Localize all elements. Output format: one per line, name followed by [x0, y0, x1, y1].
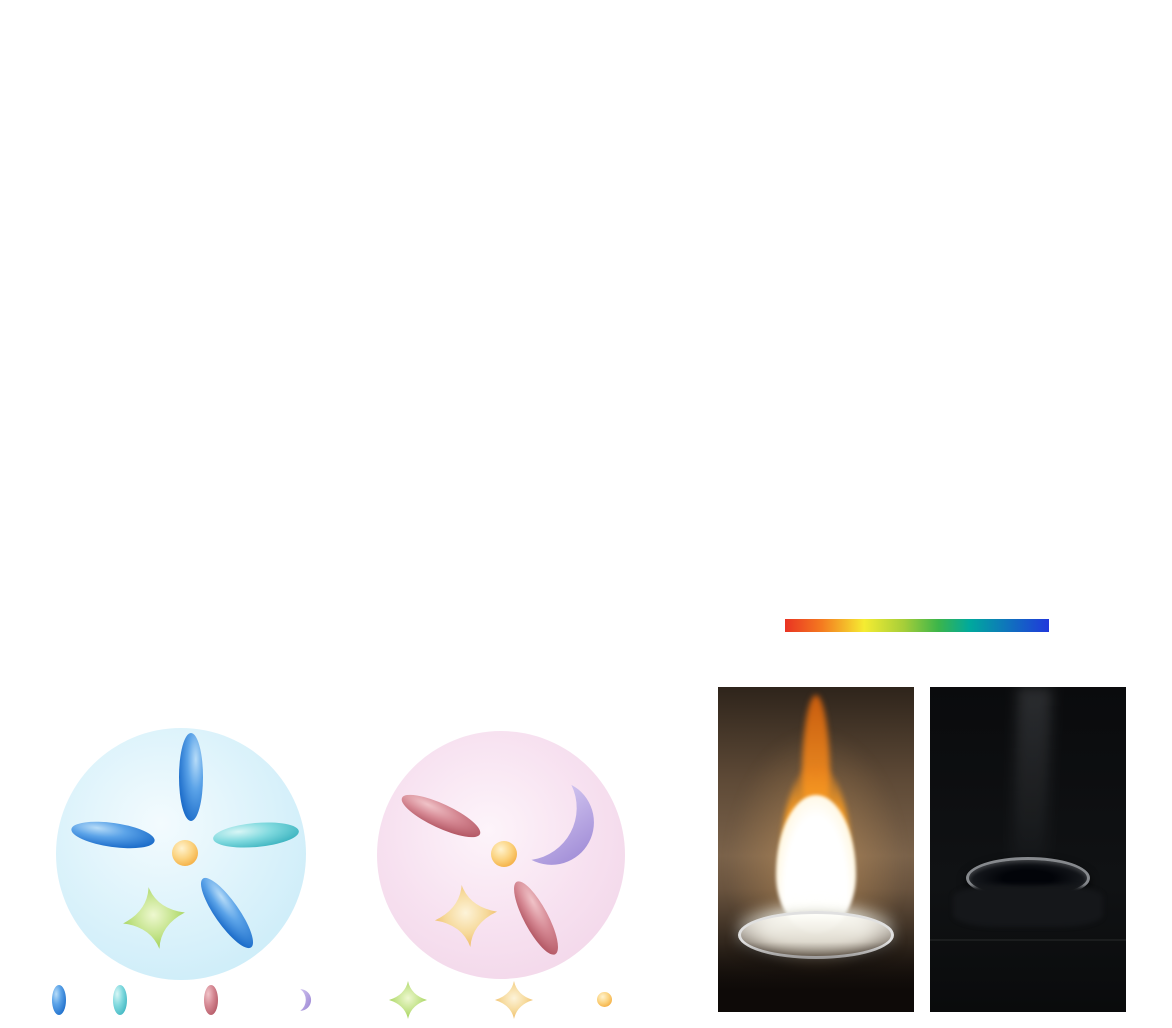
pf6-legend-icon [389, 981, 427, 1019]
panel-d-energy-diagram [0, 285, 660, 657]
panel-e-esp-cluster [640, 290, 950, 590]
emc-legend-icon [113, 985, 127, 1015]
charts-abc-svg [0, 0, 1172, 285]
photo-flammability-ftb [930, 687, 1126, 1012]
tep-legend-icon [300, 989, 312, 1011]
li-legend-icon [597, 992, 612, 1007]
esp-colorbar [785, 619, 1049, 632]
dish-base [953, 885, 1103, 927]
photo-shadow [718, 942, 914, 1012]
fec-legend-icon [204, 985, 218, 1015]
tep-molecule-shape [531, 784, 594, 865]
bench-line [930, 939, 1126, 941]
photo-flammability-eep [718, 687, 914, 1012]
ec-molecule-shape [179, 733, 203, 821]
bf4-legend-icon [495, 981, 533, 1019]
energy-axis-svg [0, 285, 660, 657]
ec-legend-icon [52, 985, 66, 1015]
li-ion-shape [172, 840, 198, 866]
pf6-anion-shape [123, 887, 185, 949]
panel-f-esp-cluster [945, 290, 1172, 605]
li-ion-shape [491, 841, 517, 867]
bf4-anion-shape [434, 884, 498, 948]
